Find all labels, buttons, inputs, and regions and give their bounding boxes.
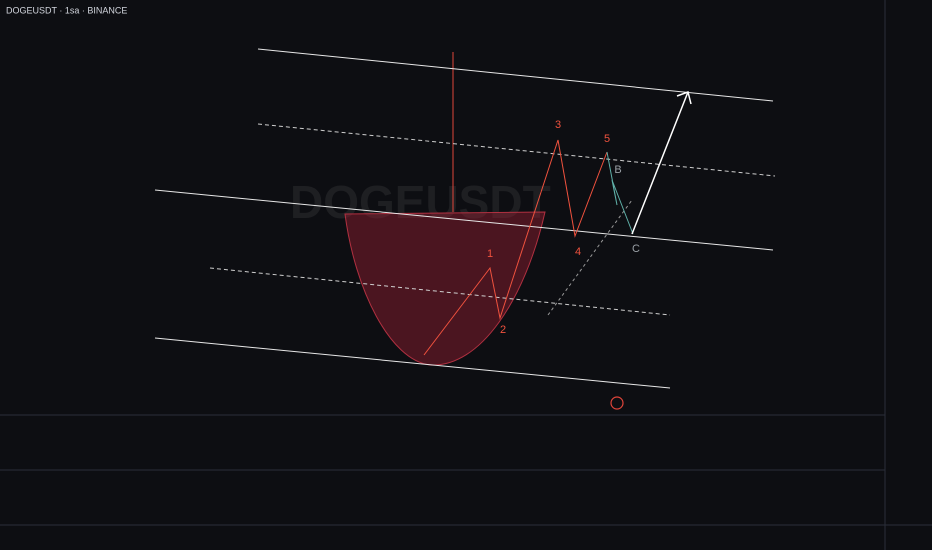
wave-label: 3 [555, 119, 561, 131]
corrective-path [606, 151, 634, 235]
channel-mid-line [257, 123, 776, 177]
alert-icon[interactable] [610, 396, 624, 410]
watermark: DOGEUSDT [290, 176, 551, 228]
symbol-title: DOGEUSDT · 1sa · BINANCE [6, 5, 127, 15]
wave-label: 4 [575, 246, 581, 258]
wave-label: 1 [487, 248, 493, 260]
drawings [154, 48, 776, 410]
arrow-head [676, 91, 692, 105]
wave-path [423, 139, 608, 356]
corrective-label: B [614, 164, 621, 176]
price-axis [885, 0, 932, 550]
channel-line [154, 189, 774, 251]
wave-label: 5 [604, 133, 610, 145]
projection-arrow [631, 91, 689, 235]
channel-mid-line [209, 267, 671, 316]
corrective-label: C [632, 243, 640, 255]
channel-line [154, 337, 671, 389]
wave-label: 2 [500, 324, 506, 336]
